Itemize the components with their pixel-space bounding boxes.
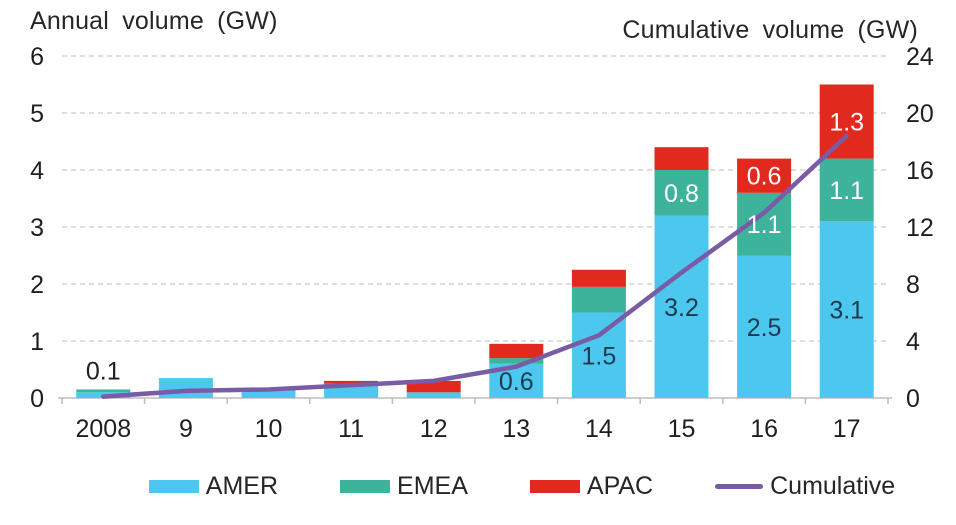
x-axis-category-label: 2008: [75, 415, 131, 443]
right-axis-tick-label: 16: [906, 157, 934, 185]
left-axis-tick-label: 6: [30, 43, 44, 71]
left-axis-title: Annual volume (GW): [30, 7, 278, 35]
legend-item-emea: EMEA: [340, 472, 468, 501]
bar-segment-amer-17: [819, 221, 874, 398]
left-axis-tick-label: 1: [30, 328, 44, 356]
right-axis-tick-label: 0: [906, 385, 920, 413]
bar-segment-apac-17: [819, 84, 874, 159]
data-label: 1.3: [829, 109, 864, 137]
right-axis-title: Cumulative volume (GW): [622, 16, 918, 44]
data-label: 3.1: [829, 297, 864, 325]
data-label: 2.5: [747, 314, 782, 342]
bar-segment-emea-14: [571, 286, 626, 313]
bar-segment-apac-12: [406, 380, 461, 393]
right-axis-tick-label: 4: [906, 328, 920, 356]
left-axis-tick-label: 0: [30, 385, 44, 413]
data-label: 0.8: [664, 180, 699, 208]
x-axis-category-label: 16: [750, 415, 778, 443]
bar-segment-apac-13: [489, 343, 544, 359]
bar-segment-apac-16: [737, 158, 792, 193]
bar-segment-amer-16: [737, 255, 792, 398]
legend-item-cumulative: Cumulative: [715, 472, 895, 501]
right-axis-tick-label: 12: [906, 214, 934, 242]
x-axis-category-label: 9: [179, 415, 193, 443]
bar-segment-emea-17: [819, 158, 874, 222]
legend-item-apac: APAC: [529, 472, 654, 501]
data-label: 1.5: [582, 342, 617, 370]
legend-label: EMEA: [397, 472, 468, 500]
bar-segment-amer-15: [654, 215, 709, 398]
bar-segment-emea-15: [654, 170, 709, 216]
data-label: 0.6: [499, 368, 534, 396]
right-axis-tick-label: 8: [906, 271, 920, 299]
bar-segment-apac-11: [324, 380, 379, 384]
left-axis-tick-label: 3: [30, 214, 44, 242]
x-axis-category-label: 12: [420, 415, 448, 443]
legend-item-amer: AMER: [148, 472, 279, 501]
data-label: 1.1: [747, 211, 782, 239]
legend-swatch-apac: [529, 480, 580, 493]
bar-segment-emea-2008: [76, 389, 131, 393]
data-label: 1.1: [829, 177, 864, 205]
bar-segment-emea-13: [489, 358, 544, 364]
bar-segment-amer-9: [158, 378, 213, 398]
legend-swatch-cumulative: [715, 484, 764, 489]
x-axis-category-label: 10: [255, 415, 283, 443]
bar-segment-apac-15: [654, 147, 709, 170]
x-axis-category-label: 11: [338, 415, 364, 443]
left-axis-tick-label: 5: [30, 100, 44, 128]
right-axis-tick-label: 24: [906, 43, 934, 71]
x-axis-category-label: 17: [833, 415, 861, 443]
x-axis-category-label: 13: [502, 415, 530, 443]
bar-segment-amer-10: [241, 389, 296, 398]
left-axis-tick-label: 2: [30, 271, 44, 299]
legend-label: AMER: [205, 472, 279, 500]
x-axis-category-label: 15: [668, 415, 696, 443]
data-label: 0.1: [86, 357, 121, 385]
left-axis-tick-label: 4: [30, 157, 44, 185]
legend-label: APAC: [586, 472, 654, 500]
legend-swatch-emea: [340, 480, 391, 493]
x-axis-category-label: 14: [585, 415, 613, 443]
legend: AMER EMEA APAC Cumulative: [44, 472, 956, 501]
legend-swatch-amer: [148, 480, 199, 493]
bar-segment-amer-14: [571, 312, 626, 398]
data-label: 3.2: [664, 294, 699, 322]
legend-label: Cumulative: [770, 472, 896, 500]
bar-segment-apac-14: [571, 269, 626, 287]
data-label: 0.6: [747, 163, 782, 191]
right-axis-tick-label: 20: [906, 100, 934, 128]
bar-segment-amer-12: [406, 392, 461, 398]
cumulative-line: [101, 133, 849, 399]
